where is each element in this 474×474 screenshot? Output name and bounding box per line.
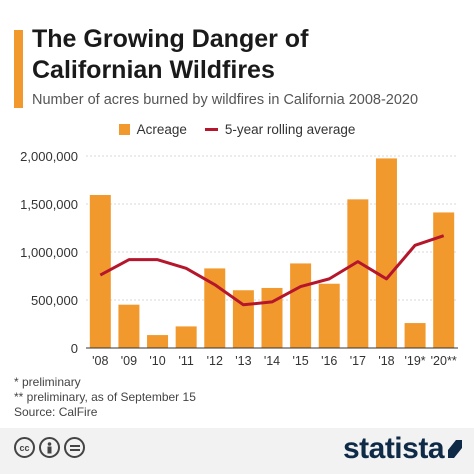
y-tick-label: 2,000,000 bbox=[20, 149, 78, 164]
x-tick-label: '11 bbox=[178, 354, 193, 368]
chart-subtitle: Number of acres burned by wildfires in C… bbox=[32, 92, 472, 108]
license-icons: cc bbox=[14, 437, 85, 458]
no-derivatives-icon[interactable] bbox=[64, 437, 85, 458]
bar-12 bbox=[433, 212, 454, 348]
y-tick-label: 500,000 bbox=[31, 293, 78, 308]
title-accent-bar bbox=[14, 30, 23, 108]
x-tick-label: '18 bbox=[378, 354, 394, 368]
bar-10 bbox=[376, 158, 397, 348]
title-line-1: The Growing Danger of bbox=[32, 24, 462, 55]
bar-1 bbox=[118, 305, 139, 348]
bar-7 bbox=[290, 263, 311, 348]
footnote-preliminary-date: ** preliminary, as of September 15 bbox=[14, 390, 196, 405]
bar-9 bbox=[347, 199, 368, 348]
legend-swatch-acreage bbox=[119, 124, 130, 135]
x-tick-label: '19* bbox=[404, 354, 425, 368]
x-tick-label: '15 bbox=[292, 354, 308, 368]
y-tick-label: 1,000,000 bbox=[20, 245, 78, 260]
x-tick-label: '14 bbox=[264, 354, 280, 368]
x-tick-label: '16 bbox=[321, 354, 337, 368]
bar-11 bbox=[405, 323, 426, 348]
bar-3 bbox=[176, 326, 197, 348]
legend-item-rolling-average: 5-year rolling average bbox=[205, 122, 356, 137]
x-tick-label: '09 bbox=[121, 354, 137, 368]
x-tick-label: '13 bbox=[235, 354, 251, 368]
x-tick-label: '20** bbox=[431, 354, 457, 368]
legend-swatch-rolling-average bbox=[205, 128, 218, 131]
x-tick-label: '10 bbox=[149, 354, 165, 368]
footnote-preliminary: * preliminary bbox=[14, 375, 196, 390]
legend: Acreage 5-year rolling average bbox=[0, 122, 474, 137]
statista-mark-icon bbox=[448, 440, 462, 458]
footer: cc statista bbox=[0, 428, 474, 474]
legend-label-acreage: Acreage bbox=[137, 122, 187, 137]
statista-logo[interactable]: statista bbox=[343, 432, 444, 466]
x-tick-label: '08 bbox=[92, 354, 108, 368]
x-tick-label: '12 bbox=[207, 354, 223, 368]
bar-8 bbox=[319, 284, 340, 348]
cc-icon[interactable]: cc bbox=[14, 437, 35, 458]
source-note: Source: CalFire bbox=[14, 405, 196, 420]
chart-title: The Growing Danger of Californian Wildfi… bbox=[32, 24, 462, 86]
legend-label-rolling-average: 5-year rolling average bbox=[225, 122, 356, 137]
y-tick-label: 1,500,000 bbox=[20, 197, 78, 212]
chart-plot: 0 500,000 1,000,000 1,500,000 2,000,000 '08 '0… bbox=[0, 140, 474, 372]
y-tick-label: 0 bbox=[71, 341, 78, 356]
title-line-2: Californian Wildfires bbox=[32, 55, 462, 86]
x-tick-label: '17 bbox=[350, 354, 366, 368]
bar-2 bbox=[147, 335, 168, 348]
legend-item-acreage: Acreage bbox=[119, 122, 187, 137]
footnotes: * preliminary ** preliminary, as of Sept… bbox=[14, 375, 196, 420]
attribution-icon[interactable] bbox=[39, 437, 60, 458]
